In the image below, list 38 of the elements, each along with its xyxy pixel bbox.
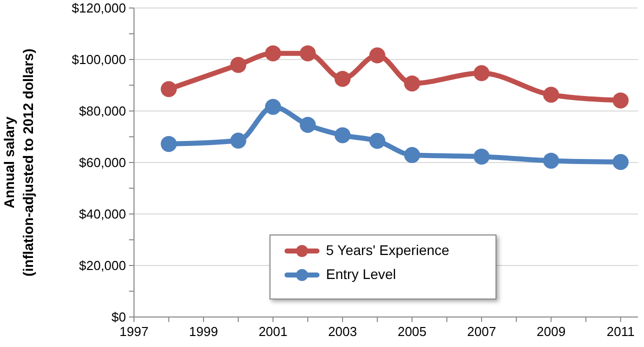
y-tick-label: $20,000 xyxy=(79,258,126,274)
point xyxy=(404,75,420,92)
point xyxy=(474,65,490,82)
y-axis-title: Annual salary (inflation-adjusted to 2012 dollars) xyxy=(1,48,36,276)
x-tick-label: 1997 xyxy=(120,324,148,339)
x-tick-label: 2011 xyxy=(606,324,635,339)
x-tick-label: 1999 xyxy=(189,324,218,339)
point xyxy=(543,86,560,103)
x-tick-label: 2007 xyxy=(467,324,496,339)
y-tick-label: $60,000 xyxy=(79,155,126,170)
point xyxy=(612,92,629,108)
legend-label: 5 Years' Experience xyxy=(326,242,450,258)
x-tick-label: 2001 xyxy=(258,324,288,339)
point xyxy=(543,152,560,169)
x-tick-label: 2005 xyxy=(398,324,427,339)
point xyxy=(612,154,629,170)
point xyxy=(334,70,351,87)
point xyxy=(230,56,246,73)
x-tick-label: 2003 xyxy=(328,324,358,339)
point xyxy=(160,81,177,98)
x-tick-label: 2009 xyxy=(536,324,566,339)
point xyxy=(334,127,351,144)
point xyxy=(404,147,420,164)
point xyxy=(300,45,316,62)
point xyxy=(300,116,316,133)
y-tick-label: $120,000 xyxy=(72,0,126,16)
point xyxy=(265,98,282,115)
y-tick-label: $0 xyxy=(112,310,126,325)
point xyxy=(265,45,282,62)
point xyxy=(474,148,490,165)
y-tick-label: $100,000 xyxy=(72,52,126,68)
point xyxy=(230,132,246,149)
point xyxy=(369,132,386,149)
point xyxy=(160,136,177,152)
point xyxy=(369,47,386,64)
y-tick-label: $40,000 xyxy=(79,206,126,222)
legend-label: Entry Level xyxy=(326,266,396,282)
y-tick-label: $80,000 xyxy=(79,104,126,119)
